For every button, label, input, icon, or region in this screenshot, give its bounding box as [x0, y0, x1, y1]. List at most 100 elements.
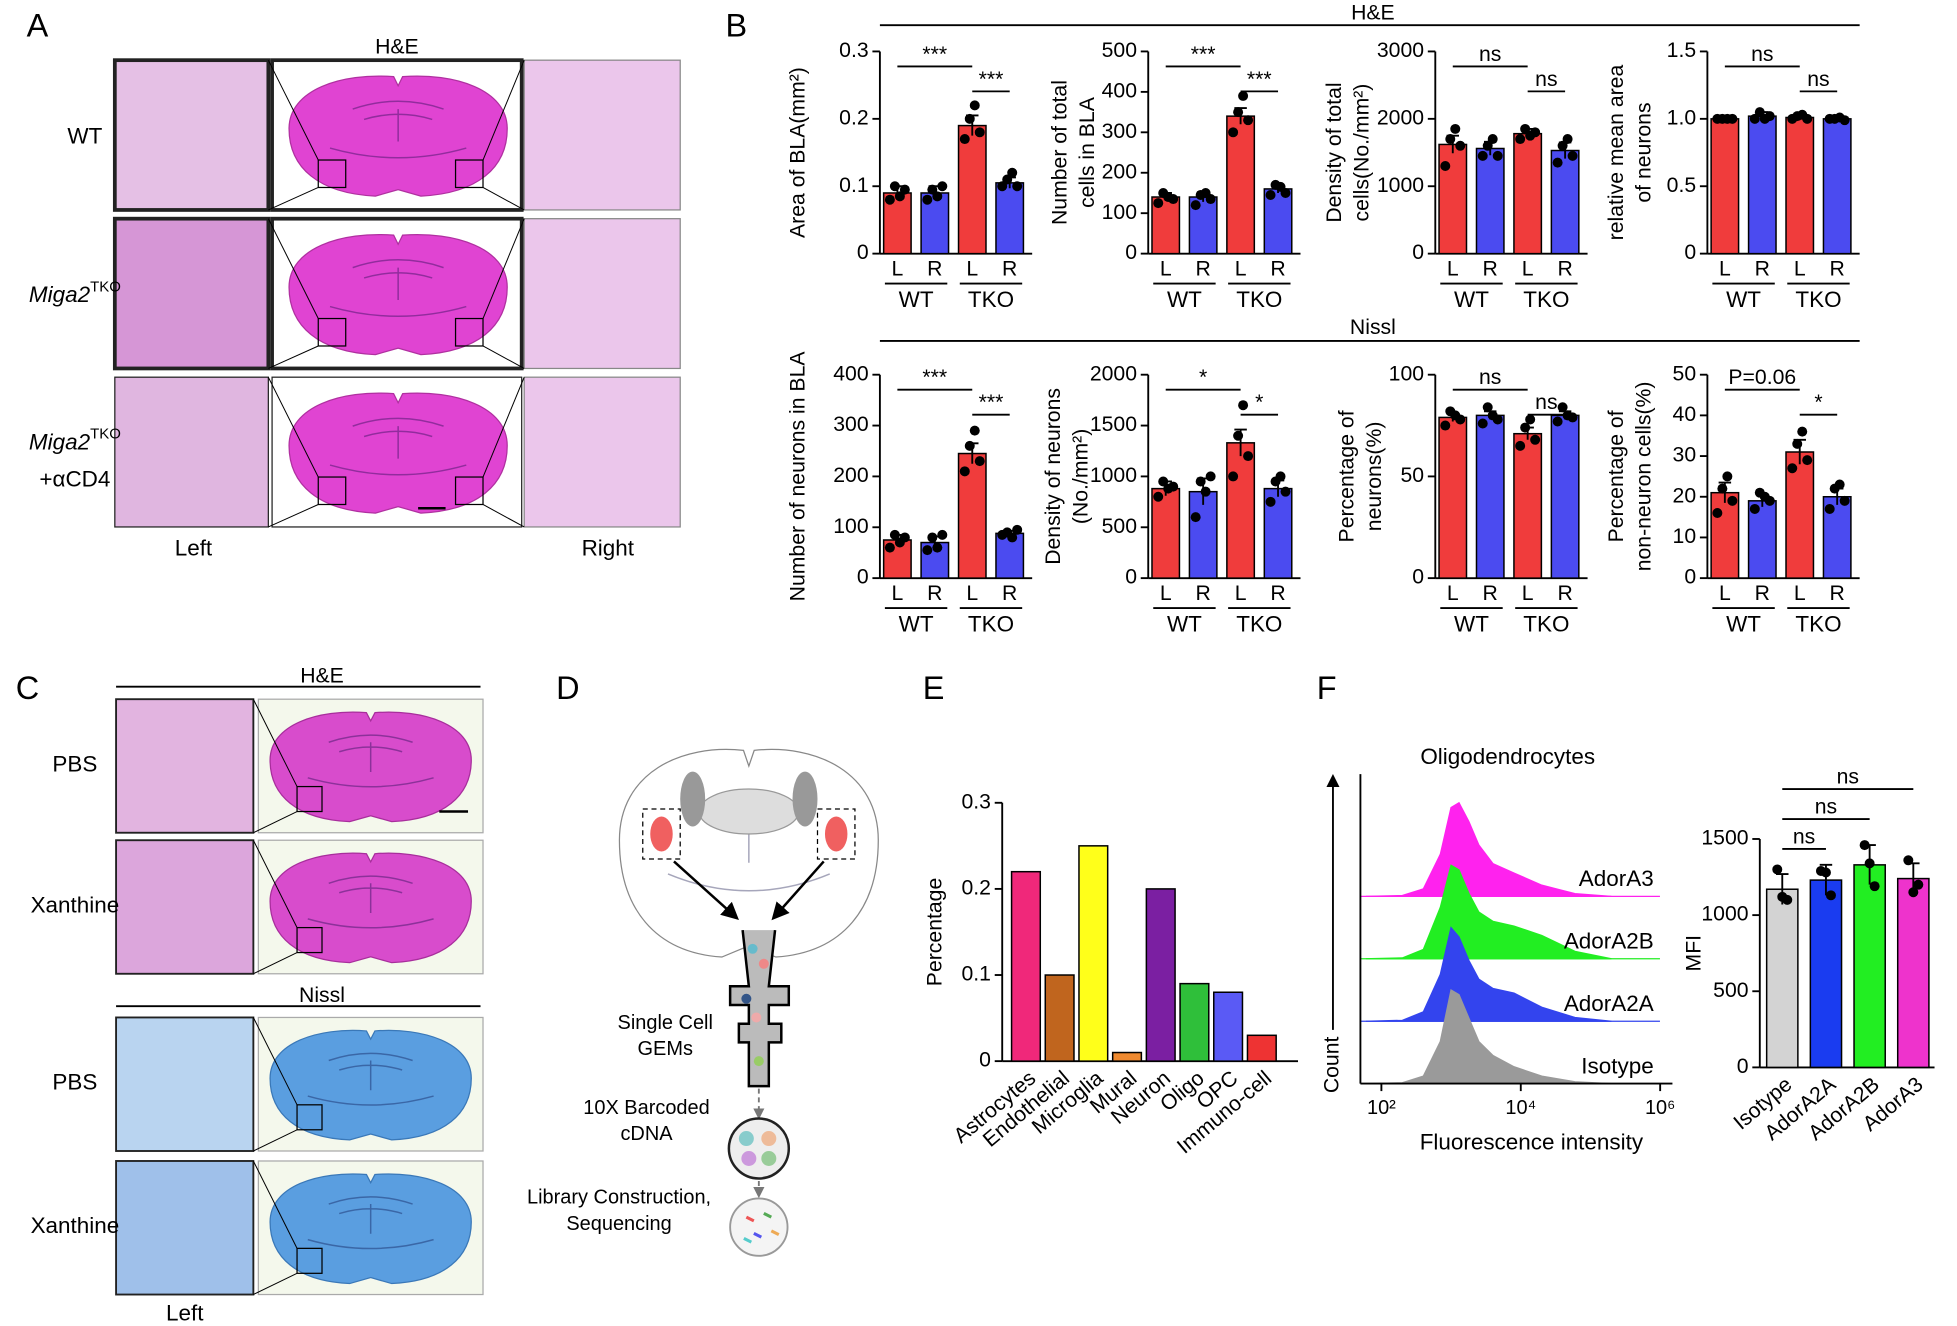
column-label: Right: [582, 535, 635, 560]
data-point: [1012, 524, 1023, 535]
data-point: [1792, 438, 1803, 449]
bla-region: [650, 816, 673, 852]
x-tick-label: R: [1195, 257, 1210, 280]
data-point: [1567, 150, 1578, 161]
x-tick-label: R: [1483, 582, 1498, 605]
fragment: [743, 1236, 753, 1244]
bar: [1438, 143, 1468, 255]
zoom-box: [454, 476, 484, 506]
data-point: [1834, 479, 1845, 490]
step-label: Single Cell: [618, 1012, 713, 1034]
y-tick-label: 0: [857, 241, 869, 264]
panel-label: E: [923, 670, 945, 706]
bar: [1010, 870, 1042, 1062]
data-point: [937, 181, 948, 192]
legend-label: AdorA2A: [1564, 991, 1654, 1016]
bar: [1710, 491, 1740, 579]
bar: [1822, 118, 1852, 255]
y-tick-label: 500: [1102, 515, 1137, 538]
cell: [758, 958, 769, 969]
x-tick-label: R: [927, 582, 942, 605]
bar: [1785, 116, 1815, 255]
bar: [1513, 432, 1543, 579]
zoom-line: [482, 187, 525, 211]
x-tick-label: 10⁴: [1505, 1097, 1536, 1119]
y-tick-label: 10: [1673, 525, 1697, 548]
data-point: [1153, 198, 1164, 209]
data-point: [889, 529, 900, 540]
x-tick-label: L: [1235, 582, 1247, 605]
y-tick-label: 20: [1673, 484, 1697, 507]
bar: [1145, 888, 1176, 1062]
data-point: [1455, 140, 1466, 151]
y-axis-label: of neurons: [1633, 102, 1656, 202]
brain-section: [269, 1173, 472, 1285]
data-point: [1824, 503, 1835, 514]
y-tick-label: 0: [1125, 241, 1137, 264]
y-axis-label: neurons(%): [1363, 422, 1386, 532]
y-tick-label: 1000: [1090, 464, 1137, 487]
fragment: [745, 1215, 755, 1223]
region: [698, 788, 800, 835]
y-tick-label: 1000: [1377, 174, 1424, 197]
bar: [1438, 416, 1468, 579]
brain-structure: [307, 1052, 434, 1106]
data-point: [1445, 134, 1456, 145]
significance-label: *: [1199, 366, 1207, 389]
significance-label: P=0.06: [1728, 366, 1796, 389]
data-point: [1802, 113, 1813, 124]
step-label: GEMs: [638, 1038, 693, 1060]
zoom-line: [253, 811, 298, 834]
x-tick-label: 10⁶: [1645, 1097, 1675, 1119]
data-point: [1228, 471, 1239, 482]
zoom-box: [317, 317, 347, 347]
arrow: [771, 860, 825, 921]
data-point: [1820, 867, 1831, 878]
y-tick-label: 0: [979, 1049, 991, 1072]
bar: [1809, 879, 1843, 1069]
y-axis-label: non-neuron cells(%): [1633, 382, 1656, 572]
data-point: [1839, 495, 1850, 506]
data-point: [1722, 471, 1733, 482]
y-tick-label: 40: [1673, 403, 1697, 426]
dissection-box: [642, 808, 681, 860]
bead: [738, 1131, 754, 1147]
brain-structure: [307, 1196, 434, 1250]
data-point: [1839, 115, 1850, 126]
x-tick-label: R: [1830, 582, 1845, 605]
x-tick-label: L: [891, 582, 903, 605]
row-label: +αCD4: [39, 467, 110, 492]
data-point: [1552, 157, 1563, 168]
data-point: [1158, 476, 1169, 487]
bar: [995, 182, 1025, 255]
microfluidic-chip: [728, 929, 791, 1088]
zoom-box: [454, 317, 484, 347]
y-axis-label: (No./mm²): [1070, 429, 1093, 524]
histogram: [1365, 864, 1612, 960]
bar: [1513, 132, 1543, 255]
panel-label: C: [16, 670, 39, 706]
bar: [1226, 442, 1256, 579]
data-point: [1477, 418, 1488, 429]
group-label: WT: [1167, 611, 1202, 636]
data-point: [1717, 483, 1728, 494]
histogram: [1365, 801, 1612, 898]
data-point: [1492, 414, 1503, 425]
brain-section: [269, 1029, 472, 1141]
row-label: Miga2TKO: [29, 278, 121, 307]
zoom-box: [317, 159, 347, 189]
zoom-box: [296, 785, 323, 813]
bar: [1475, 147, 1505, 255]
brain-section: [288, 392, 508, 514]
bead: [761, 1131, 777, 1147]
cell: [753, 1056, 764, 1067]
cell: [747, 943, 758, 954]
bar: [1246, 1034, 1277, 1062]
data-point: [1487, 134, 1498, 145]
data-point: [927, 532, 938, 543]
significance-label: ns: [1807, 68, 1829, 91]
data-point: [1007, 167, 1018, 178]
cell: [741, 993, 752, 1004]
significance-label: ***: [1247, 68, 1272, 91]
